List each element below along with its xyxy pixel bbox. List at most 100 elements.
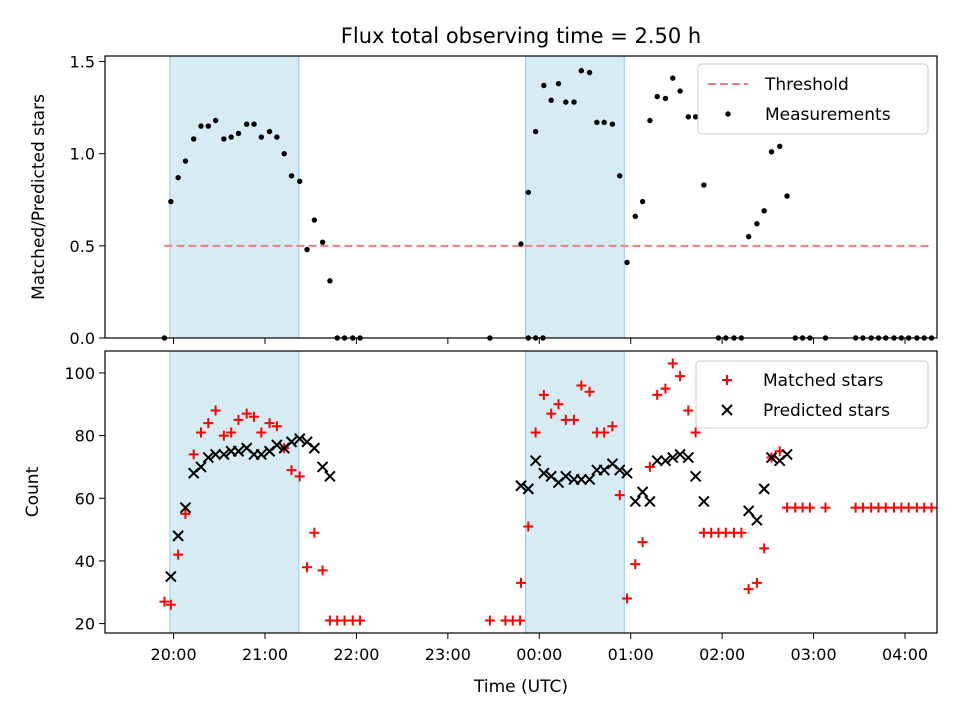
predicted-star-point — [621, 467, 633, 479]
measurement-point — [228, 134, 234, 140]
measurement-point — [754, 221, 760, 227]
matched-star-point — [683, 405, 694, 416]
measurement-point — [251, 121, 257, 127]
matched-star-point — [317, 565, 328, 576]
predicted-star-point — [255, 448, 268, 461]
y-tick-label: 0.0 — [70, 329, 95, 348]
measurement-point — [175, 174, 181, 181]
measurement-point — [609, 121, 616, 127]
predicted-star-point — [674, 448, 686, 461]
y-tick-label: 100 — [64, 364, 95, 383]
measurement-point — [244, 121, 250, 127]
measurement-point — [601, 119, 607, 126]
y-tick-label: 1.5 — [70, 53, 95, 72]
matched-star-point — [607, 421, 618, 432]
predicted-star-point — [522, 483, 535, 495]
measurement-point — [784, 193, 790, 199]
matched-star-point — [233, 414, 244, 425]
predicted-star-point — [751, 514, 763, 526]
measurement-point — [548, 97, 554, 103]
measurement-point — [532, 128, 539, 135]
measurement-point — [571, 99, 577, 105]
predicted-star-point — [285, 436, 298, 448]
shaded-interval — [169, 350, 300, 634]
matched-star-point — [210, 405, 221, 416]
measurement-point — [617, 173, 623, 179]
measurement-point — [578, 68, 585, 74]
measurement-point — [654, 93, 660, 100]
top-shaded-intervals — [169, 55, 625, 339]
predicted-star-point — [614, 464, 626, 476]
predicted-star-point — [195, 461, 207, 473]
matched-star-point — [622, 593, 633, 604]
matched-star-point — [599, 427, 610, 438]
measurement-point — [212, 117, 219, 124]
y-tick-label: 20 — [75, 615, 95, 634]
y-tick-label: 80 — [75, 427, 95, 446]
measurement-point — [304, 246, 310, 253]
measurement-point — [235, 130, 242, 137]
matched-star-point — [530, 427, 541, 438]
x-tick-label: 00:00 — [516, 645, 562, 664]
legend-box — [697, 63, 929, 135]
predicted-star-point — [651, 454, 663, 467]
predicted-star-point — [179, 501, 192, 514]
predicted-star-point — [698, 495, 710, 508]
predicted-star-point — [742, 505, 755, 517]
matched-star-point — [180, 508, 191, 519]
matched-star-point — [660, 383, 671, 394]
matched-star-point — [241, 408, 252, 419]
measurement-point — [563, 99, 569, 105]
measurement-point — [168, 198, 174, 205]
matched-star-point — [553, 399, 564, 410]
matched-star-point — [538, 389, 549, 400]
bottom-panel-counts: 20 40 60 80 100 20:00 21:00 22:00 23:00 00:00 01:… — [23, 350, 938, 697]
measurement-point — [761, 208, 767, 214]
measurement-point — [525, 189, 532, 196]
measurement-point — [518, 241, 524, 247]
bottom-legend: Matched stars Predicted stars — [695, 360, 929, 429]
predicted-star-point — [560, 470, 572, 483]
measurement-point — [281, 150, 287, 157]
predicted-star-point — [659, 454, 672, 467]
predicted-star-point — [324, 470, 336, 483]
matched-star-point — [264, 418, 275, 429]
predicted-star-point — [316, 461, 329, 473]
matched-star-point — [165, 599, 176, 610]
predicted-star-point — [515, 480, 527, 492]
matched-star-point — [569, 414, 580, 425]
predicted-star-point — [232, 445, 245, 457]
legend-predicted-swatch — [721, 404, 733, 416]
legend-matched-label: Matched stars — [763, 371, 883, 391]
x-tick-label: 20:00 — [151, 645, 197, 664]
measurement-point — [297, 178, 303, 185]
matched-star-point — [820, 502, 831, 513]
measurement-point — [594, 119, 600, 126]
measurement-point — [182, 158, 189, 164]
x-tick-label: 01:00 — [608, 645, 654, 664]
x-tick-label: 22:00 — [333, 645, 379, 664]
shaded-interval — [525, 350, 625, 634]
matched-star-point — [196, 427, 206, 438]
matched-star-point — [286, 465, 297, 476]
matched-star-point — [523, 521, 534, 532]
measurement-point — [647, 117, 653, 124]
legend-threshold-label: Threshold — [764, 75, 849, 95]
measurement-point — [555, 80, 562, 87]
legend-predicted-label: Predicted stars — [763, 401, 890, 421]
x-axis-label: Time (UTC) — [473, 677, 568, 697]
bottom-y-axis-label: Count — [23, 466, 43, 517]
y-tick-label: 0.5 — [70, 237, 95, 256]
matched-star-point — [249, 411, 260, 422]
measurement-point — [198, 123, 204, 129]
measurement-point — [274, 134, 280, 140]
matched-star-point — [173, 549, 184, 560]
measurement-point — [541, 82, 547, 89]
y-tick-label: 60 — [75, 489, 95, 508]
matched-star-point — [751, 577, 762, 588]
predicted-star-point — [538, 467, 550, 479]
matched-star-point — [630, 559, 641, 570]
matched-star-point — [614, 490, 625, 501]
matched-star-point — [644, 461, 655, 472]
